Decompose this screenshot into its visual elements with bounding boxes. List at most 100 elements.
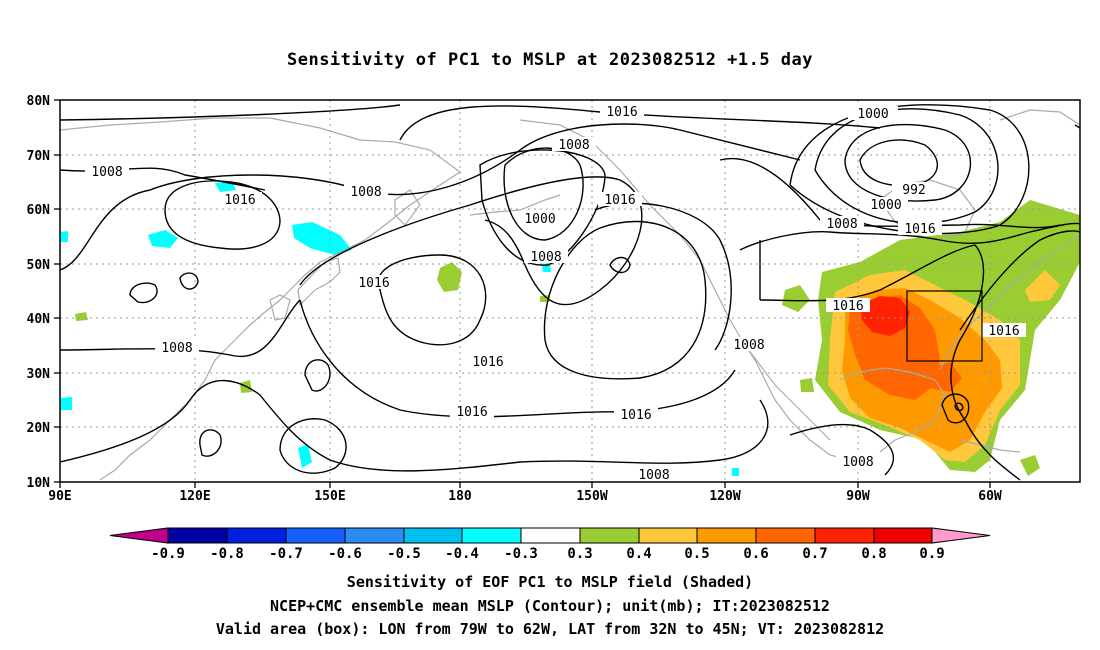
contour-line (739, 222, 1080, 251)
colorbar-swatch (520, 527, 581, 544)
contour-label: 1008 (85, 164, 129, 180)
contour-label: 1016 (218, 192, 262, 208)
coastline-alaska (519, 119, 831, 441)
contour-label-text: 1016 (472, 355, 503, 370)
coastline-asia (60, 117, 462, 481)
coastlines (60, 109, 1080, 481)
contour-label-text: 992 (902, 183, 925, 198)
colorbar-low-extend (109, 527, 169, 544)
contour-label: 1008 (552, 137, 596, 153)
contour-line (129, 282, 158, 304)
contour-label-text: 1016 (456, 405, 487, 420)
contour-label-text: 1000 (870, 198, 901, 213)
contour-label: 1000 (848, 106, 898, 122)
mslp-contours (60, 104, 1080, 481)
colorbar (109, 527, 991, 544)
contour-label: 1016 (982, 323, 1026, 339)
sensitivity-green-patch (782, 285, 810, 312)
contour-label-text: 1016 (358, 276, 389, 291)
sensitivity-yellow-patch (1025, 270, 1060, 302)
contour-line (789, 423, 895, 476)
contour-label-text: 1008 (733, 338, 764, 353)
contour-label: 1000 (864, 197, 908, 213)
sensitivity-red-region (860, 296, 910, 336)
contour-line (199, 429, 222, 457)
colorbar-swatch (638, 527, 698, 544)
coastline-greenland (999, 109, 1080, 126)
colorbar-label: 0.3 (567, 546, 592, 562)
contour-line (279, 418, 347, 474)
contour-line (179, 272, 199, 290)
contour-line (959, 230, 1080, 331)
colorbar-swatch (226, 527, 287, 544)
contour-line (1074, 124, 1080, 129)
sensitivity-cyan-patch (292, 222, 352, 255)
contour-line (759, 244, 1021, 481)
colorbar-high-extend (931, 527, 991, 544)
contour-label: 1008 (344, 184, 388, 200)
sensitivity-cyan-patch (732, 468, 739, 476)
contour-label: 1016 (352, 275, 396, 291)
contour-label-text: 1016 (832, 299, 863, 314)
contour-line (304, 359, 331, 392)
contour-label: 1008 (524, 249, 568, 265)
contour-labels: 1016 1000 1008 1008 1016 1008 1016 1000 … (85, 104, 1026, 483)
colorbar-swatch (696, 527, 757, 544)
coastline-korea (269, 294, 291, 321)
contour-label-text: 1008 (91, 165, 122, 180)
contour-label: 1016 (826, 298, 870, 314)
lat-label: 10N (27, 476, 51, 491)
coastline-east-us (939, 234, 1080, 371)
contour-label-text: 1016 (224, 193, 255, 208)
contour-label-text: 1008 (842, 455, 873, 470)
colorbar-swatch (344, 527, 405, 544)
valid-area-box (906, 290, 983, 362)
colorbar-swatch (755, 527, 816, 544)
contour-label: 1016 (598, 192, 642, 208)
colorbar-label: -0.3 (504, 546, 538, 562)
colorbar-label: -0.5 (387, 546, 421, 562)
colorbar-label: 0.4 (626, 546, 651, 562)
colorbar-label: -0.4 (445, 546, 479, 562)
coastline-mexico (744, 344, 851, 461)
contour-label-text: 1008 (558, 138, 589, 153)
plot-title: Sensitivity of PC1 to MSLP at 2023082512… (286, 50, 813, 70)
colorbar-swatch (403, 527, 463, 544)
contour-label: 992 (892, 182, 936, 198)
lat-label: 40N (27, 312, 51, 327)
contour-label-text: 1000 (524, 212, 555, 227)
sensitivity-green-patch (800, 378, 814, 392)
sensitivity-green-patch (437, 262, 462, 292)
coastline-kamchatka (394, 189, 421, 226)
lat-label: 70N (27, 149, 51, 164)
contour-label: 1008 (727, 337, 771, 353)
contour-label: 1008 (836, 454, 880, 470)
contour-line (60, 299, 301, 358)
colorbar-label: 0.9 (919, 546, 944, 562)
colorbar-swatch (873, 527, 933, 544)
contour-label-text: 1008 (350, 185, 381, 200)
contour-label-text: 1016 (988, 324, 1019, 339)
colorbar-swatch (579, 527, 640, 544)
contour-label: 1000 (518, 211, 562, 227)
contour-line (859, 139, 938, 187)
lat-label: 50N (27, 258, 51, 273)
contour-label-text: 1016 (606, 105, 637, 120)
contour-label-text: 1016 (620, 408, 651, 423)
contour-label-text: 1008 (826, 217, 857, 232)
sensitivity-shading (60, 182, 1080, 476)
coastline-gulf (839, 367, 946, 453)
colorbar-label: 0.8 (861, 546, 886, 562)
contour-line (164, 180, 281, 250)
lat-label: 60N (27, 203, 51, 218)
coastline-caribbean (959, 439, 1021, 453)
colorbar-labels: -0.9 -0.8 -0.7 -0.6 -0.5 -0.4 -0.3 0.3 0… (151, 546, 945, 562)
map-gridlines (60, 100, 1080, 482)
colorbar-label: -0.7 (269, 546, 303, 562)
lon-label: 60W (978, 489, 1002, 504)
sensitivity-cyan-patch (298, 444, 312, 468)
colorbar-label: -0.9 (151, 546, 185, 562)
colorbar-swatch (461, 527, 522, 544)
contour-line (844, 123, 972, 202)
contour-line (60, 379, 769, 472)
